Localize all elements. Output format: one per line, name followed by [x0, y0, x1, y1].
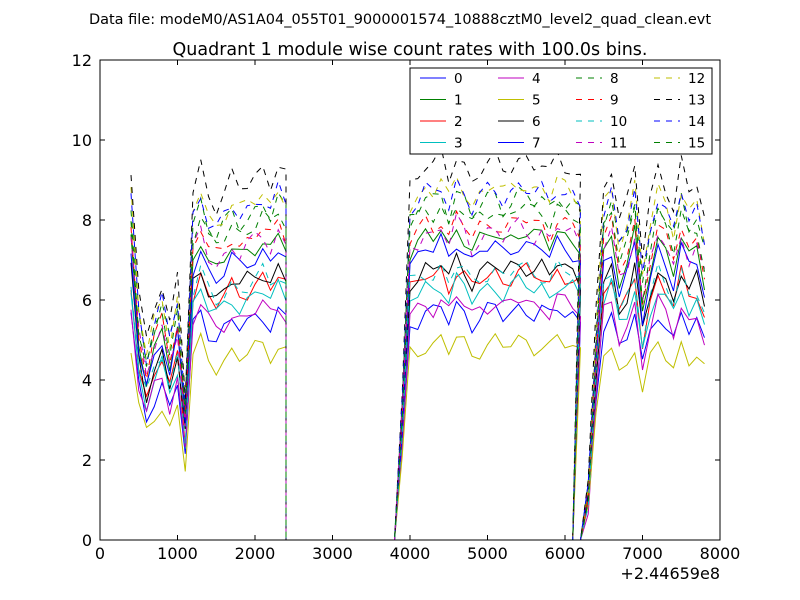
x-tick-label: 3000	[312, 544, 353, 563]
y-tick-label: 6	[82, 291, 92, 310]
x-tick-label: 7000	[622, 544, 663, 563]
legend-label-5: 5	[532, 93, 541, 109]
legend-label-2: 2	[454, 114, 463, 130]
x-tick-label: 8000	[700, 544, 741, 563]
legend-label-12: 12	[688, 71, 705, 87]
legend-label-13: 13	[688, 93, 705, 109]
x-tick-label: 6000	[545, 544, 586, 563]
legend-label-9: 9	[610, 93, 619, 109]
legend-label-0: 0	[454, 71, 463, 87]
legend-label-3: 3	[454, 136, 463, 152]
y-tick-label: 0	[82, 531, 92, 550]
series-line-1	[130, 224, 705, 541]
x-tick-label: 2000	[235, 544, 276, 563]
y-tick-label: 12	[72, 51, 92, 70]
series-line-2	[130, 262, 705, 541]
series-line-3	[130, 271, 705, 541]
series-line-0	[130, 300, 705, 541]
series-line-15	[130, 202, 705, 541]
legend-label-14: 14	[688, 114, 705, 130]
series-line-10	[130, 258, 705, 541]
legend-label-11: 11	[610, 136, 627, 152]
legend-label-15: 15	[688, 136, 705, 152]
x-axis: 0 1000 2000 3000 4000 5000 6000 7000 8000	[95, 60, 740, 563]
series-line-14	[130, 176, 705, 541]
y-tick-label: 4	[82, 371, 92, 390]
x-tick-label: 5000	[467, 544, 508, 563]
legend-box	[409, 67, 713, 155]
chart-title: Quadrant 1 module wise count rates with …	[173, 40, 648, 60]
x-tick-label: 4000	[390, 544, 431, 563]
series-line-4	[130, 292, 705, 541]
legend-label-10: 10	[610, 114, 627, 130]
figure-suptitle: Data file: modeM0/AS1A04_055T01_90000015…	[89, 12, 711, 28]
legend-label-6: 6	[532, 114, 541, 130]
y-tick-label: 8	[82, 211, 92, 230]
series-line-6	[130, 251, 705, 541]
series-line-5	[130, 331, 705, 541]
y-tick-label: 10	[72, 131, 92, 150]
x-tick-label: 1000	[157, 544, 198, 563]
x-tick-label: 0	[95, 544, 105, 563]
legend-label-8: 8	[610, 71, 619, 87]
series-line-11	[130, 211, 705, 541]
x-axis-offset-label: +2.44659e8	[620, 564, 720, 583]
legend-label-1: 1	[454, 93, 463, 109]
legend-label-4: 4	[532, 71, 541, 87]
y-tick-label: 2	[82, 451, 92, 470]
plot-area	[99, 59, 721, 541]
legend-label-7: 7	[532, 136, 541, 152]
series-line-13	[130, 145, 705, 541]
